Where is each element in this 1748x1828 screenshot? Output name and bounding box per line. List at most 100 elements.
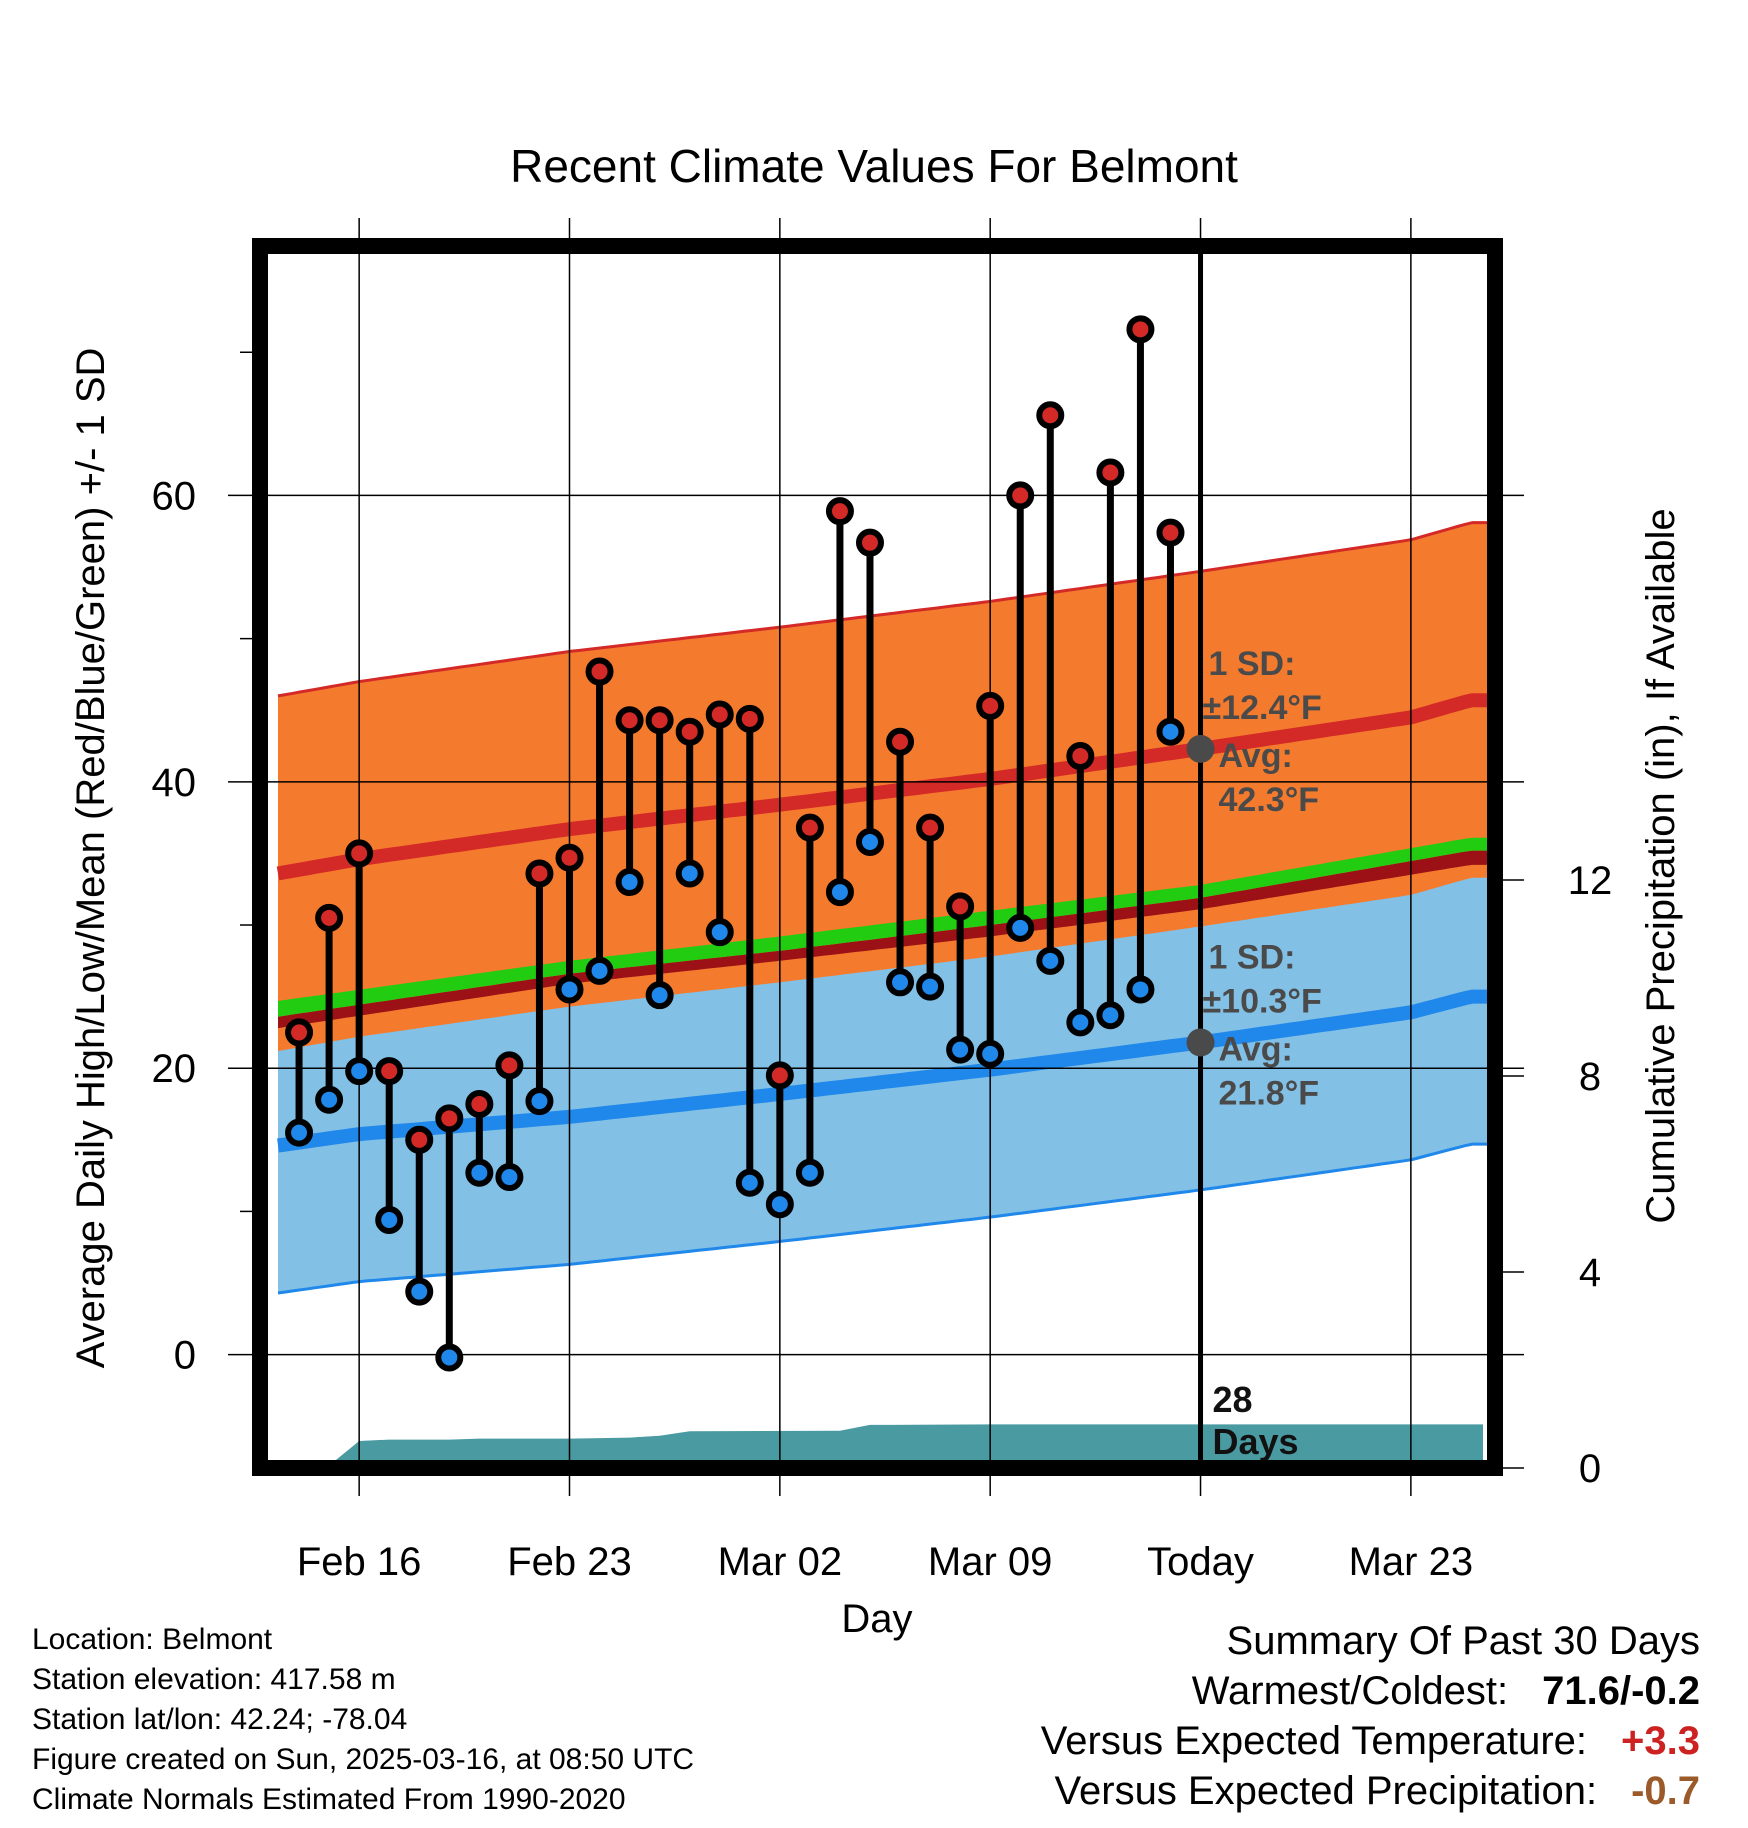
daily-high-point (1006, 481, 1035, 510)
x-tick-label: Mar 23 (1349, 1540, 1474, 1584)
daily-low-point (976, 1039, 1005, 1068)
daily-high-point (555, 843, 584, 872)
summary-heading: Summary Of Past 30 Days (1226, 1619, 1700, 1663)
daily-low-point (1006, 913, 1035, 942)
days-label: Days (1213, 1421, 1299, 1462)
y2-tick-label: 12 (1568, 859, 1613, 903)
daily-low-point (886, 968, 915, 997)
y2-tick-label: 0 (1579, 1447, 1601, 1491)
x-axis-title: Day (841, 1597, 912, 1641)
summary-precip: Versus Expected Precipitation: -0.7 (1041, 1766, 1700, 1816)
normals-text: Climate Normals Estimated From 1990-2020 (32, 1783, 626, 1816)
daily-high-point (1156, 518, 1185, 547)
daily-low-point (645, 981, 674, 1010)
daily-high-point (675, 717, 704, 746)
x-tick-label: Mar 02 (718, 1540, 843, 1584)
temp-anom-value: +3.3 (1621, 1719, 1700, 1763)
y2-tick-label: 4 (1579, 1251, 1601, 1295)
daily-low-point (465, 1158, 494, 1187)
daily-record (946, 892, 975, 1064)
high-sd-label: 1 SD: (1209, 645, 1296, 683)
daily-high-point (405, 1125, 434, 1154)
low-avg-marker (1186, 1028, 1215, 1057)
station-info: Location: Belmont Station elevation: 417… (32, 1620, 694, 1820)
chart-title: Recent Climate Values For Belmont (510, 140, 1238, 192)
daily-low-point (375, 1206, 404, 1234)
daily-high-point (795, 813, 824, 842)
high-avg-marker (1186, 734, 1215, 763)
daily-high-point (1036, 401, 1065, 430)
low-sd-value: ±10.3°F (1203, 982, 1322, 1020)
daily-high-point (1096, 458, 1125, 487)
mean-lower-band (278, 850, 1488, 1029)
daily-low-point (735, 1168, 764, 1197)
daily-record (285, 1018, 314, 1147)
daily-record (375, 1057, 404, 1234)
daily-record (585, 657, 614, 985)
warm-cold-value: 71.6/-0.2 (1542, 1669, 1700, 1713)
daily-high-point (735, 704, 764, 733)
daily-low-point (405, 1277, 434, 1306)
daily-record (916, 813, 945, 1001)
low-avg-value: 21.8°F (1219, 1074, 1320, 1112)
daily-high-point (976, 691, 1005, 720)
daily-record (735, 704, 764, 1197)
daily-high-point (765, 1061, 794, 1090)
daily-record (1006, 481, 1035, 942)
daily-high-point (825, 497, 854, 526)
temp-anom-label: Versus Expected Temperature: (1040, 1719, 1588, 1763)
warm-cold-label: Warmest/Coldest: (1191, 1669, 1509, 1713)
daily-high-point (285, 1018, 314, 1047)
x-tick-label: Today (1147, 1540, 1254, 1584)
location-text: Location: Belmont (32, 1623, 273, 1656)
daily-record (495, 1051, 524, 1192)
daily-low-point (765, 1190, 794, 1219)
daily-record (1126, 315, 1155, 1004)
daily-low-point (345, 1057, 374, 1086)
y-tick-label: 60 (152, 474, 197, 518)
daily-low-point (615, 868, 644, 897)
daily-low-point (285, 1118, 314, 1147)
low-sd-lower-line (277, 1142, 1488, 1295)
daily-high-point (585, 657, 614, 686)
summary-warm-cold: Warmest/Coldest: 71.6/-0.2 (1041, 1666, 1700, 1716)
daily-record (675, 717, 704, 888)
daily-high-point (375, 1057, 404, 1086)
daily-low-point (825, 878, 854, 907)
daily-record (1096, 458, 1125, 1030)
daily-record (705, 700, 734, 947)
daily-high-point (465, 1090, 494, 1119)
daily-high-point (886, 727, 915, 756)
high-sd-value: ±12.4°F (1203, 689, 1322, 727)
latlon-text: Station lat/lon: 42.24; -78.04 (32, 1703, 408, 1736)
elevation-text: Station elevation: 417.58 m (32, 1663, 396, 1696)
daily-low-point (795, 1158, 824, 1187)
daily-high-point (705, 700, 734, 729)
daily-low-point (705, 918, 734, 947)
high-sd-upper-line (277, 521, 1488, 698)
daily-record (645, 706, 674, 1010)
low-sd-band (278, 849, 1488, 1293)
daily-high-point (315, 903, 344, 932)
daily-record (435, 1104, 464, 1372)
daily-record (886, 727, 915, 997)
daily-record (1156, 518, 1185, 746)
daily-low-point (916, 972, 945, 1001)
precipitation-area (326, 1424, 1483, 1462)
daily-high-point (946, 892, 975, 921)
daily-record (525, 859, 554, 1116)
x-tick-label: Feb 23 (507, 1540, 632, 1584)
plot-frame (252, 238, 1503, 1476)
y-tick-label: 20 (152, 1047, 197, 1091)
daily-high-point (855, 528, 884, 557)
daily-record (465, 1090, 494, 1187)
daily-record (1036, 401, 1065, 975)
daily-low-point (585, 956, 614, 985)
days-count: 28 (1213, 1379, 1253, 1420)
daily-record (345, 839, 374, 1086)
daily-record (405, 1125, 434, 1306)
daily-low-point (675, 859, 704, 888)
daily-high-point (435, 1104, 464, 1133)
high-avg-label: Avg: (1219, 737, 1293, 775)
daily-record (315, 903, 344, 1114)
